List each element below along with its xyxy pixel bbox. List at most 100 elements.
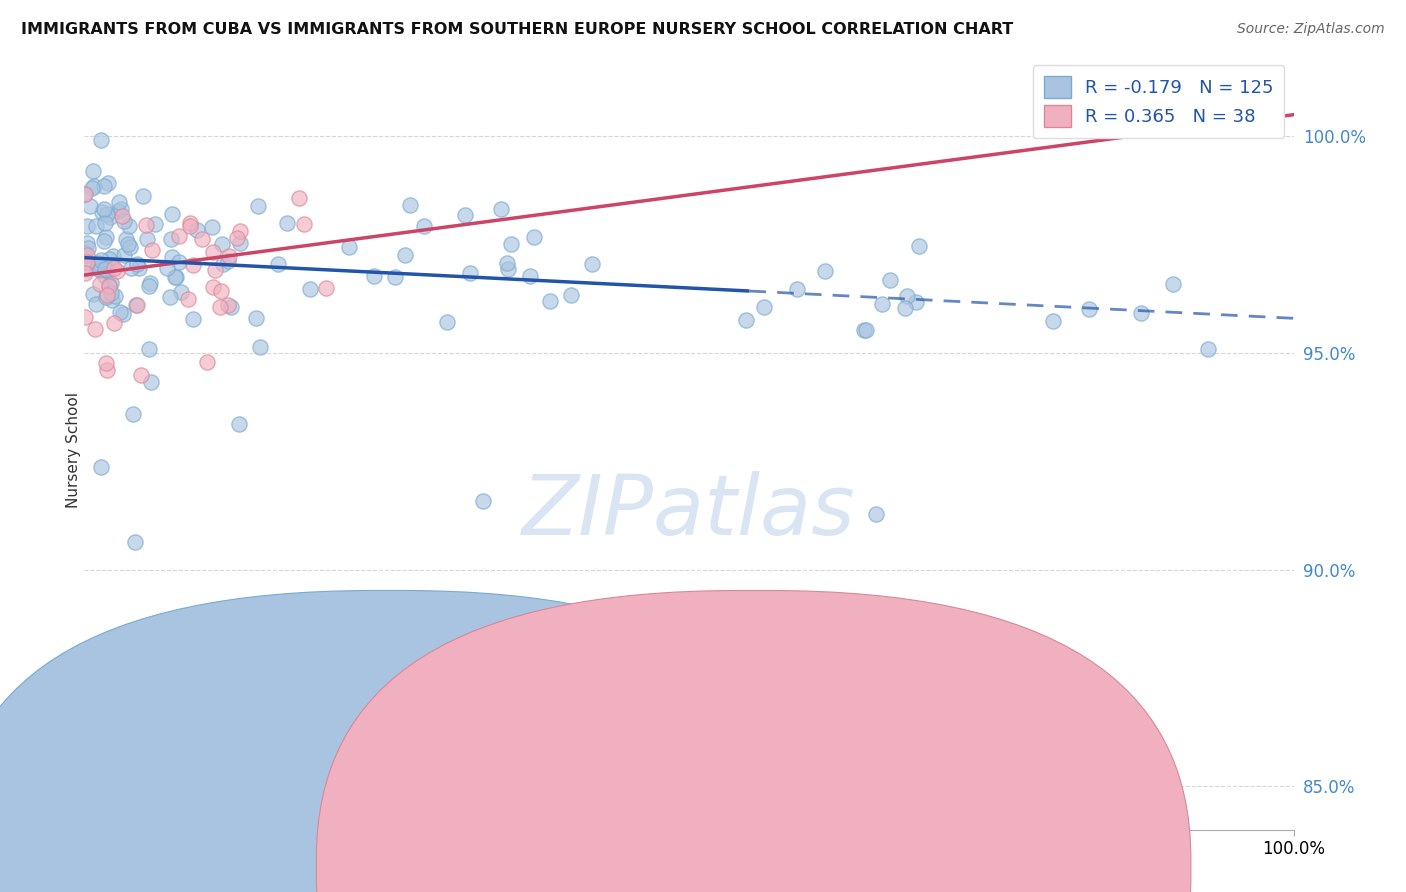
Point	[855, 323, 877, 337]
Point	[211, 236, 233, 251]
Point	[228, 417, 250, 432]
Point	[394, 248, 416, 262]
Point	[76, 236, 98, 251]
Point	[141, 376, 163, 390]
Point	[94, 355, 117, 369]
Point	[870, 296, 893, 310]
Point	[100, 276, 122, 290]
Point	[1077, 301, 1099, 316]
Point	[79, 199, 101, 213]
Point	[752, 300, 775, 314]
Point	[167, 228, 190, 243]
Point	[117, 236, 139, 251]
Point	[276, 216, 298, 230]
Text: ZIPatlas: ZIPatlas	[522, 471, 856, 551]
Point	[114, 232, 136, 246]
Point	[217, 254, 239, 268]
Point	[496, 261, 519, 276]
Point	[179, 216, 201, 230]
Point	[94, 261, 117, 276]
Point	[107, 203, 129, 218]
Point	[219, 300, 242, 314]
Point	[89, 263, 111, 277]
Point	[96, 229, 118, 244]
Point	[337, 240, 360, 254]
Point	[179, 219, 201, 233]
Point	[249, 340, 271, 354]
Point	[170, 285, 193, 300]
Point	[76, 248, 98, 262]
Point	[160, 232, 183, 246]
Point	[138, 343, 160, 357]
Point	[128, 261, 150, 276]
Point	[292, 217, 315, 231]
Point	[84, 219, 107, 234]
Point	[120, 240, 142, 254]
Point	[893, 301, 915, 315]
Point	[94, 269, 117, 284]
Point	[1197, 342, 1219, 356]
Point	[135, 218, 157, 232]
Point	[202, 244, 225, 259]
Point	[160, 250, 183, 264]
Point	[167, 254, 190, 268]
Point	[436, 315, 458, 329]
Point	[104, 289, 127, 303]
Point	[191, 232, 214, 246]
Point	[75, 246, 97, 260]
Point	[209, 284, 232, 298]
Point	[114, 248, 136, 262]
Point	[124, 534, 146, 549]
Point	[865, 507, 887, 521]
Point	[75, 187, 97, 202]
Point	[907, 239, 929, 253]
Point	[177, 292, 200, 306]
Point	[162, 207, 184, 221]
Point	[519, 268, 541, 283]
Text: Immigrants from Southern Europe: Immigrants from Southern Europe	[776, 859, 1060, 877]
Point	[229, 235, 252, 250]
Point	[315, 281, 337, 295]
Point	[132, 188, 155, 202]
Point	[495, 256, 517, 270]
Point	[87, 255, 110, 269]
Point	[93, 202, 115, 216]
Point	[84, 297, 107, 311]
Point	[523, 229, 546, 244]
Point	[93, 178, 115, 193]
Point	[97, 252, 120, 266]
Point	[299, 282, 322, 296]
Point	[82, 287, 104, 301]
Point	[734, 313, 756, 327]
Point	[96, 288, 118, 302]
Point	[139, 276, 162, 290]
Point	[186, 223, 208, 237]
Point	[110, 202, 132, 216]
Point	[127, 256, 149, 270]
Point	[90, 205, 112, 219]
Point	[560, 288, 582, 302]
Point	[118, 219, 141, 233]
Point	[90, 459, 112, 474]
Point	[111, 209, 134, 223]
Point	[82, 163, 104, 178]
Point	[97, 176, 120, 190]
Point	[93, 217, 115, 231]
Point	[143, 217, 166, 231]
Point	[267, 257, 290, 271]
Point	[125, 298, 148, 312]
Point	[125, 298, 148, 312]
Point	[853, 323, 876, 337]
Point	[90, 253, 112, 268]
Point	[814, 263, 837, 277]
Point	[581, 256, 603, 270]
Point	[98, 210, 121, 224]
Point	[904, 294, 927, 309]
Legend: R = -0.179   N = 125, R = 0.365   N = 38: R = -0.179 N = 125, R = 0.365 N = 38	[1033, 65, 1285, 138]
Point	[181, 312, 204, 326]
Point	[201, 219, 224, 234]
Point	[100, 259, 122, 273]
Text: Source: ZipAtlas.com: Source: ZipAtlas.com	[1237, 22, 1385, 37]
Point	[217, 298, 239, 312]
Point	[489, 202, 512, 216]
